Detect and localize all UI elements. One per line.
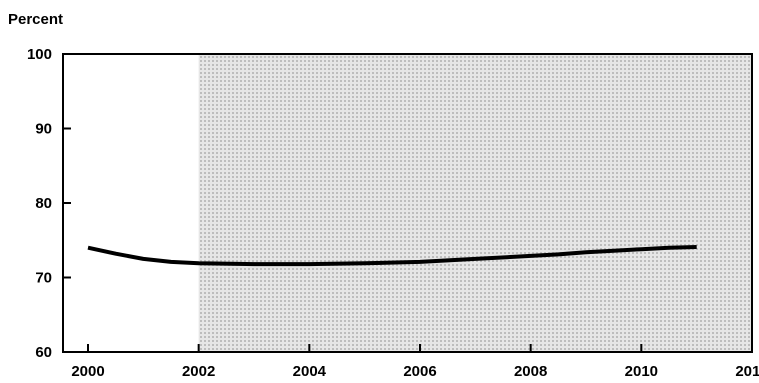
projection-shaded-region [198, 54, 752, 352]
plot-frame [62, 53, 753, 353]
y-tick-label: 100 [27, 46, 52, 63]
series-group [87, 245, 697, 267]
x-tick-label: 2010 [625, 363, 658, 380]
y-axis: 60 70 80 90 100 [27, 46, 71, 361]
x-tick-label: 2006 [403, 363, 436, 380]
x-tick-label: 2012 [735, 363, 759, 380]
y-tick-label: 70 [35, 270, 52, 287]
x-tick-label: 2002 [182, 363, 215, 380]
y-tick-label: 90 [35, 121, 52, 138]
y-tick-label: 60 [35, 344, 52, 361]
series-line-0 [87, 245, 697, 267]
y-tick-label: 80 [35, 195, 52, 212]
x-tick-label: 2008 [514, 363, 547, 380]
y-axis-unit-label: Percent [8, 11, 63, 28]
x-axis: 2000 2002 2004 2006 2008 2010 2012 [71, 344, 759, 380]
x-tick-label: 2004 [293, 363, 327, 380]
x-tick-label: 2000 [71, 363, 104, 380]
